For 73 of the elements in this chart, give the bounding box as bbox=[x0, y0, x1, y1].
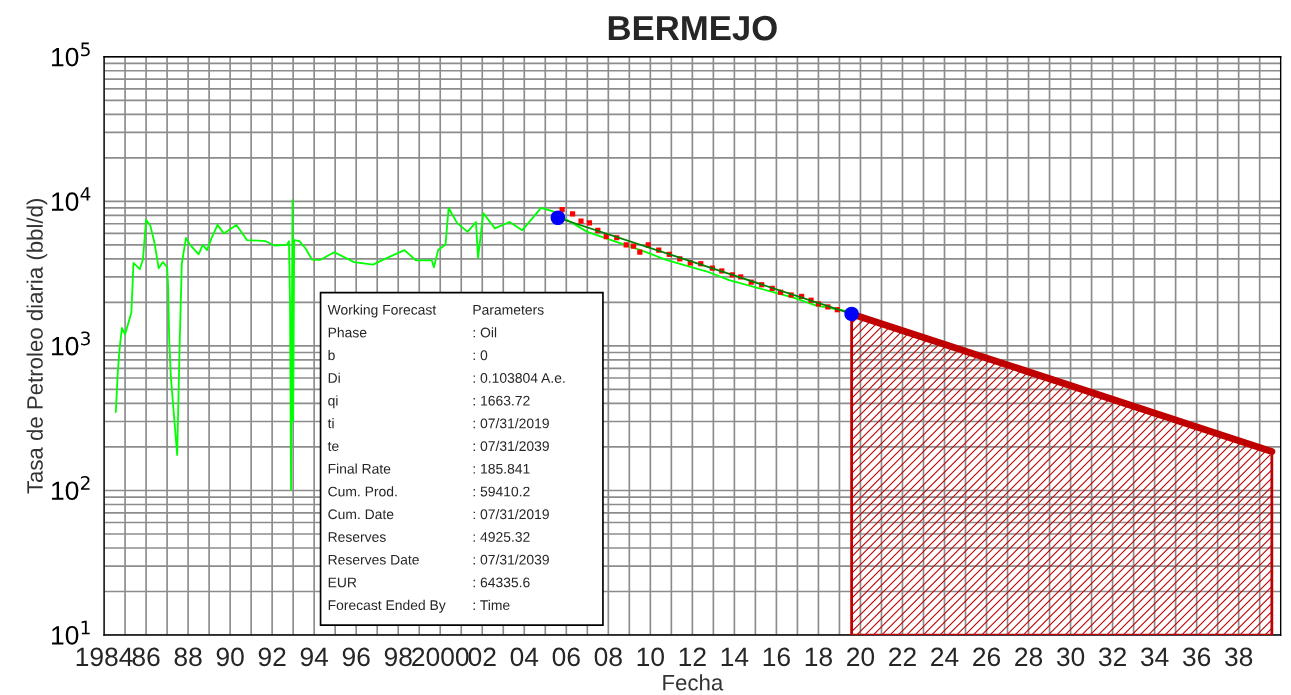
annotation: Cum. Date bbox=[328, 509, 394, 520]
point bbox=[550, 210, 566, 226]
x-tick-label: 18 bbox=[805, 647, 832, 667]
annotation: : Time bbox=[473, 599, 510, 611]
annotation: : 185.841 bbox=[473, 463, 530, 474]
annotation: Working Forecast bbox=[327, 304, 437, 318]
annotation: : 0 bbox=[473, 350, 488, 361]
annotation: : 4925.32 bbox=[473, 532, 530, 542]
x-tick-label: 98 bbox=[384, 647, 412, 667]
point bbox=[844, 306, 859, 322]
x-tick-label: 88 bbox=[174, 647, 202, 667]
point bbox=[578, 218, 584, 224]
x-axis-title: Fecha bbox=[663, 674, 724, 691]
y-tick-label: 10$^{1}$ bbox=[52, 620, 90, 645]
x-tick-label: 94 bbox=[300, 647, 329, 667]
x-tick-label: 24 bbox=[931, 647, 959, 666]
y-axis-title: Tasa de Petroleo diaria (bbl/d) bbox=[26, 199, 48, 494]
annotation: Parameters bbox=[473, 305, 544, 315]
annotation: : 07/31/2039 bbox=[473, 440, 549, 452]
x-tick-label: 04 bbox=[510, 647, 539, 667]
y-tick-label: 10$^{2}$ bbox=[52, 476, 90, 501]
annotation: EUR bbox=[328, 577, 357, 588]
x-tick-label: 86 bbox=[132, 647, 160, 667]
annotation: qi bbox=[328, 395, 338, 409]
annotation: Reserves Date bbox=[328, 554, 419, 565]
x-tick-label: 20 bbox=[847, 647, 875, 667]
x-tick-label: 06 bbox=[552, 647, 580, 667]
y-tick-label: 10$^{5}$ bbox=[52, 42, 90, 67]
point bbox=[630, 243, 637, 249]
x-tick-label: 16 bbox=[763, 647, 790, 667]
x-tick-label: 92 bbox=[258, 647, 286, 667]
x-tick-label: 08 bbox=[594, 647, 622, 667]
annotation: b bbox=[328, 349, 335, 361]
x-tick-label: 90 bbox=[216, 647, 244, 667]
point bbox=[559, 207, 565, 213]
x-tick-label: 10 bbox=[637, 647, 664, 667]
x-tick-label: 96 bbox=[342, 647, 370, 667]
annotation: ti bbox=[327, 418, 334, 429]
x-tick-label: 36 bbox=[1182, 647, 1211, 667]
x-tick-label: 02 bbox=[468, 647, 496, 667]
point bbox=[623, 242, 629, 248]
x-tick-label: 14 bbox=[721, 647, 749, 666]
point bbox=[586, 220, 593, 226]
annotation: Di bbox=[328, 372, 340, 383]
y-tick-label: 10$^{3}$ bbox=[52, 331, 90, 356]
x-tick-label: 22 bbox=[889, 647, 916, 666]
y-tick-label: 10$^{4}$ bbox=[52, 187, 91, 211]
x-tick-label: 38 bbox=[1224, 647, 1253, 667]
annotation: : 07/31/2039 bbox=[473, 554, 549, 565]
annotation: Cum. Prod. bbox=[328, 486, 397, 497]
x-tick-label: 34 bbox=[1140, 647, 1169, 667]
annotation: Reserves bbox=[328, 532, 386, 542]
annotation: : 07/31/2019 bbox=[473, 508, 549, 520]
annotation: te bbox=[327, 441, 339, 452]
annotation: : Oil bbox=[473, 327, 497, 338]
annotation: : 1663.72 bbox=[473, 395, 530, 406]
annotation: : 0.103804 A.e. bbox=[473, 373, 565, 383]
point bbox=[570, 211, 576, 217]
annotation: Final Rate bbox=[328, 463, 391, 474]
chart-title: BERMEJO bbox=[608, 15, 777, 41]
annotation: : 07/31/2019 bbox=[473, 418, 549, 429]
x-tick-label: 26 bbox=[973, 647, 1001, 667]
annotation: Forecast Ended By bbox=[328, 599, 446, 613]
x-tick-label: 1984 bbox=[76, 647, 133, 667]
x-tick-label: 30 bbox=[1056, 647, 1085, 667]
annotation: : 59410.2 bbox=[473, 486, 530, 497]
annotation: : 64335.6 bbox=[473, 577, 530, 588]
x-tick-label: 28 bbox=[1015, 647, 1043, 667]
x-tick-label: 12 bbox=[679, 647, 706, 666]
x-tick-label: 2000 bbox=[412, 647, 469, 667]
annotation: Phase bbox=[328, 327, 367, 338]
x-tick-label: 32 bbox=[1098, 647, 1126, 667]
point bbox=[637, 249, 643, 255]
